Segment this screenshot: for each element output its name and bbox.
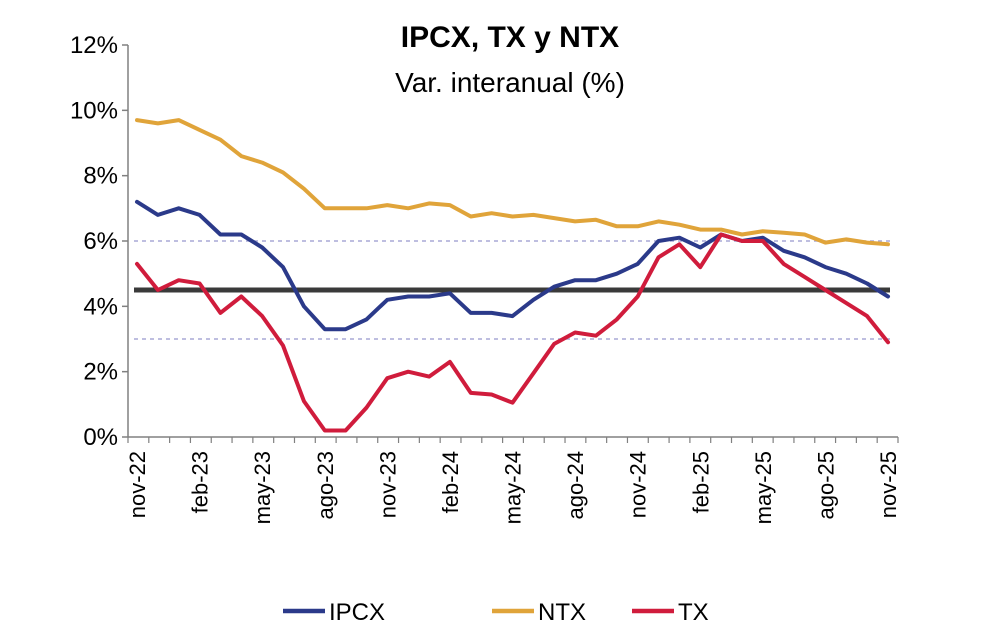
- x-tick-label: nov-22: [125, 451, 150, 518]
- x-axis-ticks: nov-22 feb-23 may-23 ago-23 nov-23 feb-24 may-…: [125, 437, 901, 524]
- x-tick-label: nov-23: [375, 451, 400, 518]
- y-axis-ticks: 0% 2% 4% 6% 8% 10% 12%: [70, 32, 128, 451]
- reference-lines: [134, 240, 890, 340]
- x-tick-label: feb-25: [688, 451, 713, 513]
- y-tick-label: 10%: [70, 97, 118, 124]
- legend-label-ntx: NTX: [538, 599, 586, 626]
- y-tick-label: 8%: [83, 163, 118, 190]
- legend-label-ipcx: IPCX: [329, 599, 385, 626]
- x-tick-label: feb-24: [438, 451, 463, 513]
- series-line-ipcx: [135, 199, 890, 332]
- y-tick-label: 0%: [83, 424, 118, 451]
- chart-subtitle: Var. interanual (%): [395, 67, 625, 98]
- y-tick-label: 4%: [83, 293, 118, 320]
- series-line-ntx: [135, 118, 890, 247]
- x-tick-label: may-24: [501, 451, 526, 524]
- chart-title: IPCX, TX y NTX: [401, 21, 619, 54]
- y-tick-label: 2%: [83, 359, 118, 386]
- x-tick-label: feb-23: [188, 451, 213, 513]
- x-tick-label: may-25: [751, 451, 776, 524]
- series-line-tx: [135, 232, 890, 433]
- x-tick-label: ago-25: [813, 451, 838, 520]
- legend: IPCX NTX TX: [283, 599, 709, 626]
- x-tick-label: nov-24: [626, 451, 651, 518]
- x-tick-label: nov-25: [876, 451, 901, 518]
- x-tick-label: ago-24: [563, 451, 588, 520]
- legend-label-tx: TX: [678, 599, 709, 626]
- y-tick-label: 12%: [70, 32, 118, 59]
- x-tick-label: ago-23: [313, 451, 338, 520]
- series-lines: [135, 118, 890, 433]
- y-tick-label: 6%: [83, 228, 118, 255]
- x-tick-label: may-23: [250, 451, 275, 524]
